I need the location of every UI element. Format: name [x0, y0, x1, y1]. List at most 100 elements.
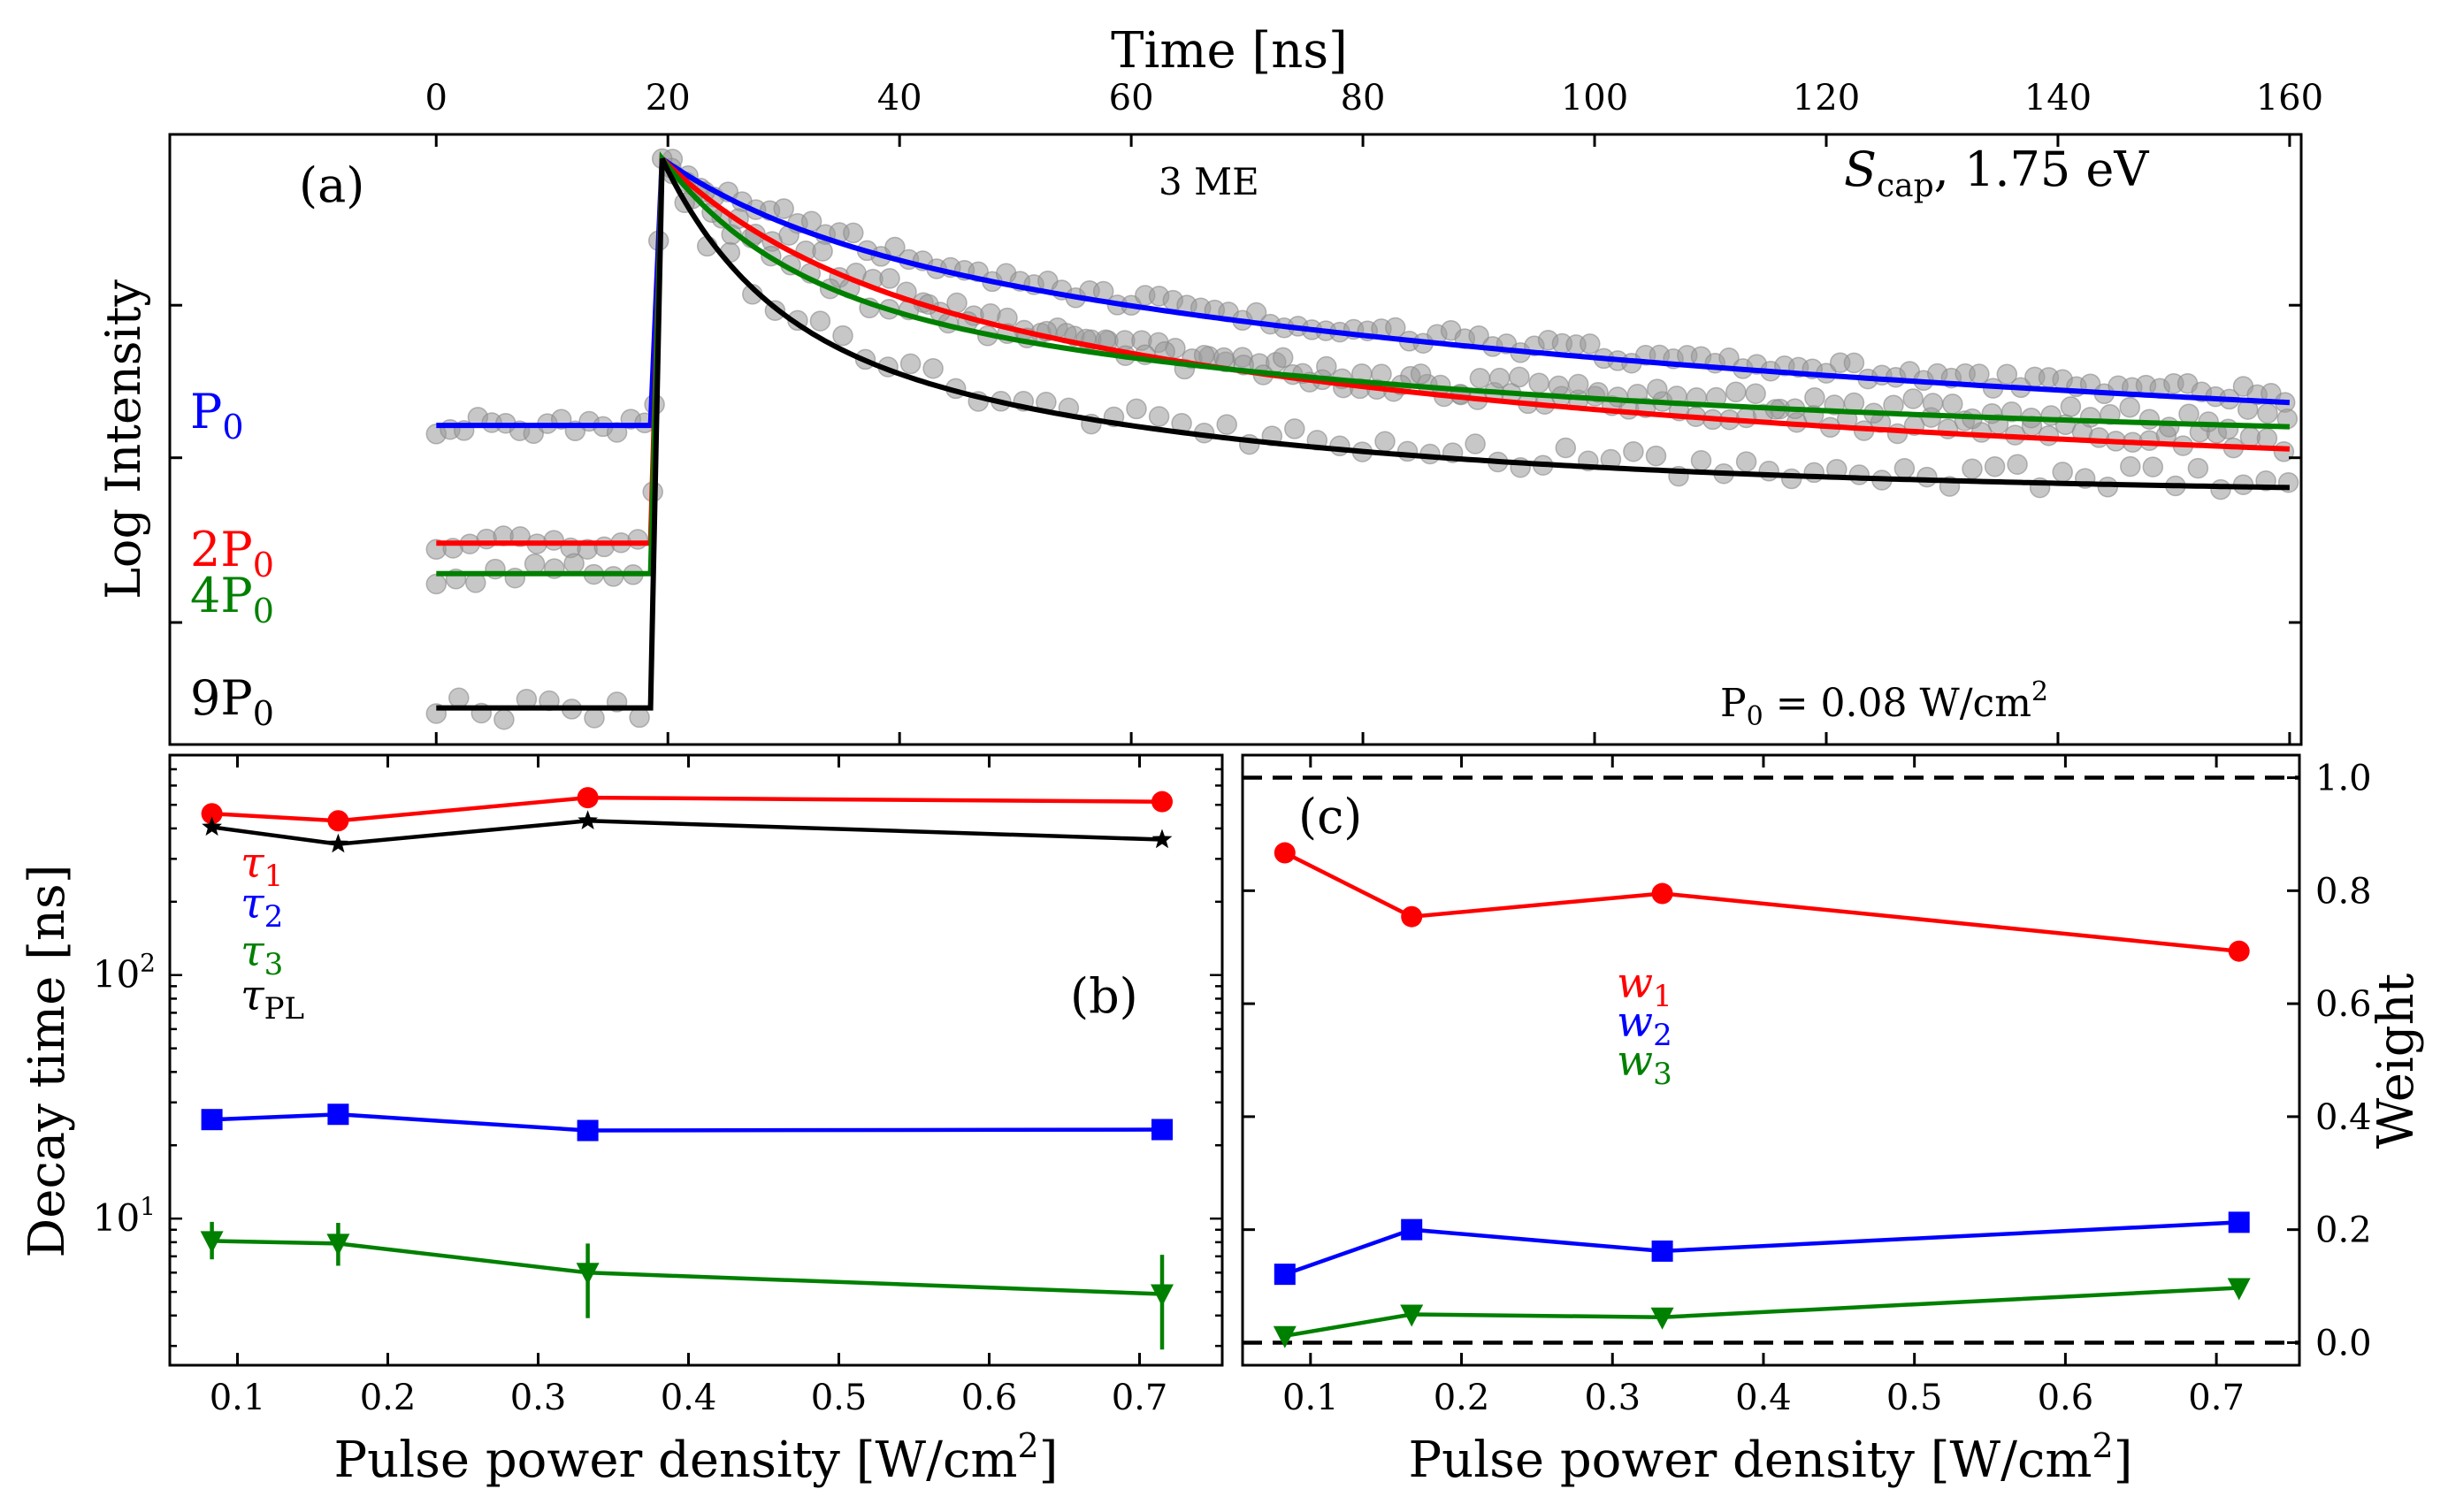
- c-y-tick-label: 0.2: [2315, 1210, 2372, 1251]
- a-data-point: [524, 553, 546, 575]
- a-power-note-sup: 2: [2031, 676, 2048, 707]
- b-y-tick-label: 102: [93, 949, 156, 997]
- b-xlabel-main: Pulse power density [W/cm: [334, 1432, 1018, 1489]
- c-line-w1: [1283, 851, 2239, 953]
- a-sample-label: 3 ME: [1159, 160, 1259, 203]
- a-energy-label: Scap, 1.75 eV: [1844, 141, 2149, 204]
- b-y-tick-label: 101: [93, 1192, 156, 1240]
- a-data-point: [1555, 437, 1577, 459]
- b-legend-tau3-sub: 3: [264, 947, 284, 982]
- b-marker-tau3: [326, 1233, 350, 1256]
- c-line-w2: [1284, 1220, 2239, 1277]
- a-data-point: [1329, 435, 1350, 457]
- a-data-point: [1984, 455, 2006, 477]
- c-y-tick-label: 1.0: [2315, 759, 2372, 799]
- a-x-tick-label: 80: [1341, 78, 1386, 118]
- c-legend-w2: w2: [1617, 997, 1672, 1053]
- a-data-point: [1745, 383, 1766, 404]
- c-legend-w2-sub: 2: [1653, 1018, 1672, 1053]
- b-series: [200, 787, 1174, 1350]
- b-ylabel: Decay time [ns]: [19, 864, 76, 1257]
- a-data-point: [812, 241, 833, 262]
- c-x-tick-label: 0.2: [1434, 1378, 1490, 1418]
- c-series: [1273, 842, 2251, 1348]
- a-data-point: [809, 310, 831, 332]
- a-fit-curve-2p0: [436, 152, 2291, 546]
- a-data-point: [1893, 458, 1916, 479]
- c-y-tick-label: 0.6: [2315, 984, 2372, 1025]
- a-data-point: [1735, 407, 1757, 429]
- a-data-point: [1148, 406, 1170, 427]
- a-series-label-9p0: 9P0: [190, 670, 274, 733]
- c-legend-w1: w1: [1617, 958, 1672, 1014]
- b-line-tau1: [211, 795, 1163, 823]
- c-marker-w1: [1401, 905, 1423, 928]
- a-series-label-4p0-main: 4P: [190, 568, 253, 623]
- a-x-tick-label: 160: [2256, 78, 2323, 118]
- a-power-note-rest: = 0.08 W/cm: [1763, 681, 2031, 726]
- a-fit-curve-4p0: [436, 151, 2290, 577]
- c-panel-label: (c): [1298, 789, 1362, 844]
- a-data-point: [1528, 372, 1549, 393]
- b-y-tick-label-exponent: 1: [140, 1192, 156, 1221]
- a-data-point: [1645, 445, 1667, 467]
- a-series-label-2p0-main: 2P: [190, 522, 253, 577]
- a-data-point: [843, 222, 864, 244]
- c-y-tick-label: 0.8: [2315, 871, 2372, 912]
- a-data-point: [602, 566, 624, 587]
- a-data-point: [425, 573, 448, 595]
- a-series-label-2p0: 2P0: [190, 522, 274, 584]
- c-plot-frame: [1241, 753, 2301, 1367]
- b-legend-taupl-sub: PL: [264, 991, 304, 1027]
- c-x-tick-label: 0.3: [1584, 1378, 1641, 1418]
- a-data-point: [1216, 414, 1237, 435]
- b-x-tick-label: 0.6: [961, 1378, 1018, 1418]
- a-data-point: [1410, 363, 1432, 385]
- a-data-point: [1580, 333, 1601, 355]
- c-marker-w3: [1400, 1304, 1424, 1327]
- b-legend-tau1-sub: 1: [264, 859, 284, 894]
- b-marker-tau1: [1151, 790, 1173, 813]
- a-data-point: [1804, 386, 1825, 409]
- a-data-point: [1623, 440, 1644, 462]
- b-panel-label: (b): [1070, 968, 1138, 1024]
- b-line-tau3: [211, 1239, 1163, 1296]
- a-x-tick-label: 140: [2024, 78, 2092, 118]
- a-data-point: [2187, 457, 2209, 479]
- b-marker-taupl: [1151, 829, 1173, 849]
- a-data-point: [493, 708, 515, 730]
- a-x-tick-label: 60: [1109, 78, 1154, 118]
- a-data-point: [2138, 409, 2161, 430]
- a-data-point: [1962, 458, 1983, 480]
- a-data-point: [832, 325, 853, 347]
- c-x-tick-label: 0.1: [1282, 1378, 1339, 1418]
- a-series-label-9p0-sub: 0: [253, 694, 274, 733]
- b-marker-tau2: [577, 1119, 599, 1142]
- a-data-point: [1780, 468, 1802, 490]
- c-marker-w1: [2228, 940, 2250, 962]
- c-ticks: 0.1 0.2 0.3 0.4 0.5 0.6 0.7 0.0 0.2 0.4 0.6 0.8 1.0: [1243, 755, 2372, 1418]
- b-x-tick-label: 0.3: [510, 1378, 567, 1418]
- a-data-point: [2079, 407, 2101, 428]
- a-ticks: 0 20 40 60 80 100 120 140 160: [170, 78, 2323, 745]
- c-marker-w1: [1651, 882, 1673, 905]
- a-data-point: [629, 706, 650, 729]
- a-data-point: [1374, 431, 1396, 453]
- a-energy-label-rest: , 1.75 eV: [1934, 141, 2150, 197]
- a-power-note-main: P: [1720, 681, 1747, 726]
- a-fit-curve-9p0: [436, 157, 2290, 711]
- a-data-point: [584, 707, 605, 729]
- a-data-point: [1690, 450, 1712, 471]
- b-plot-frame: [168, 753, 1224, 1367]
- a-xlabel: Time [ns]: [1111, 22, 1348, 80]
- a-data-point: [1735, 451, 1757, 472]
- c-xlabel-end: ]: [2114, 1432, 2133, 1489]
- a-data-point: [1488, 367, 1511, 389]
- a-data-point: [1647, 378, 1668, 400]
- c-line-w3: [1284, 1286, 2239, 1339]
- a-data-point: [2142, 456, 2164, 477]
- a-data-point: [1469, 367, 1491, 389]
- b-legend-taupl: τPL: [241, 971, 304, 1027]
- a-x-tick-label: 100: [1561, 78, 1628, 118]
